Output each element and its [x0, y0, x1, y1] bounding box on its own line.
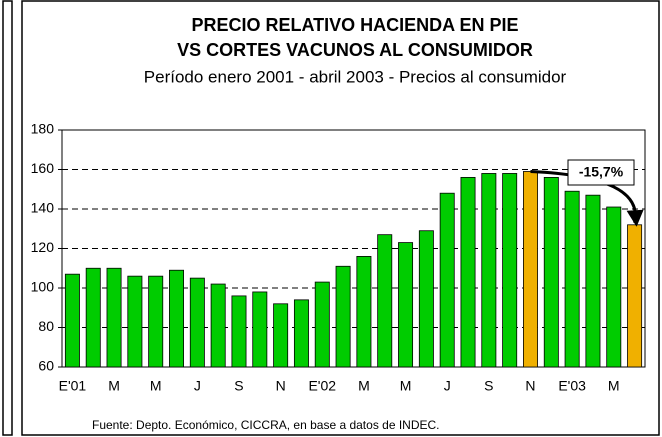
- y-tick-label: 140: [31, 200, 55, 216]
- annotation: -15,7%: [579, 164, 624, 180]
- x-tick-label: M: [150, 378, 162, 394]
- x-tick-label: J: [444, 378, 451, 394]
- bar: [231, 295, 247, 368]
- bar: [460, 176, 476, 368]
- bar: [398, 242, 414, 368]
- bar: [189, 277, 205, 368]
- period-text: Período enero 2001 - abril 2003 - Precio…: [144, 67, 567, 86]
- annotation-box: [567, 159, 635, 186]
- bar: [543, 176, 559, 368]
- chart-frame: [21, 0, 660, 436]
- bar: [564, 190, 580, 368]
- bar: [293, 299, 309, 368]
- source-text: Fuente: Depto. Económico, CICCRA, en bas…: [92, 418, 440, 432]
- bar: [273, 303, 289, 368]
- arrow-head: [626, 209, 644, 227]
- bar: [127, 275, 143, 368]
- bar: [418, 230, 434, 368]
- bar: [148, 275, 164, 368]
- y-tick-label: 160: [31, 160, 55, 176]
- x-tick-label: E'03: [558, 378, 586, 394]
- x-tick-label: M: [108, 378, 120, 394]
- bar: [64, 273, 80, 368]
- bar: [335, 265, 351, 368]
- bar: [314, 281, 330, 368]
- x-tick-label: M: [358, 378, 370, 394]
- y-tick-label: 80: [38, 318, 54, 334]
- bar: [523, 171, 538, 368]
- x-tick-label: N: [276, 378, 286, 394]
- bar: [85, 267, 101, 368]
- bar: [356, 255, 372, 368]
- bar: [606, 206, 622, 368]
- y-tick-label: 100: [31, 279, 55, 295]
- bar: [502, 173, 518, 368]
- y-tick-label: 180: [31, 121, 55, 137]
- bar: [377, 234, 393, 368]
- x-tick-label: M: [400, 378, 412, 394]
- x-tick-label: E'01: [59, 378, 87, 394]
- x-tick-label: S: [234, 378, 243, 394]
- x-tick-label: J: [194, 378, 201, 394]
- plot-frame: [61, 129, 646, 368]
- left-frame: [2, 0, 13, 436]
- bar: [627, 224, 643, 368]
- bar: [210, 283, 226, 368]
- x-tick-label: E'02: [308, 378, 336, 394]
- bar: [481, 173, 497, 368]
- bar: [439, 192, 455, 368]
- x-tick-label: N: [525, 378, 535, 394]
- chart-subtitle: VS CORTES VACUNOS AL CONSUMIDOR: [177, 40, 533, 60]
- x-tick-label: S: [484, 378, 493, 394]
- x-tick-label: M: [608, 378, 620, 394]
- bar: [585, 194, 601, 368]
- bar: [169, 269, 184, 368]
- bar: [252, 291, 268, 368]
- bar: [106, 267, 122, 368]
- chart-title: PRECIO RELATIVO HACIENDA EN PIE: [191, 15, 518, 35]
- y-tick-label: 60: [38, 358, 54, 374]
- y-tick-label: 120: [31, 239, 55, 255]
